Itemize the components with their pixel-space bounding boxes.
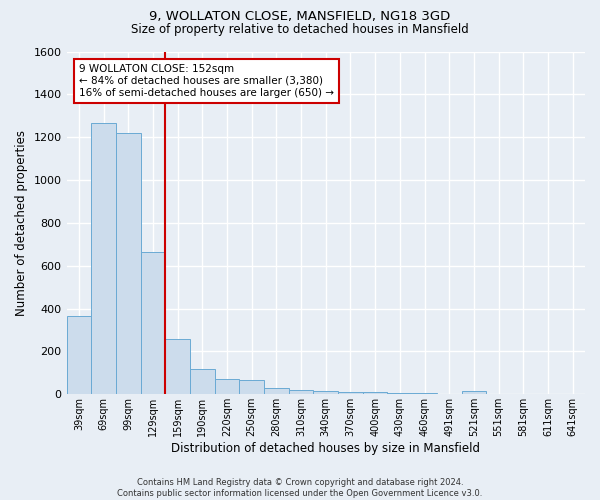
X-axis label: Distribution of detached houses by size in Mansfield: Distribution of detached houses by size … bbox=[171, 442, 480, 455]
Bar bbox=[363, 392, 388, 394]
Text: Size of property relative to detached houses in Mansfield: Size of property relative to detached ho… bbox=[131, 22, 469, 36]
Bar bbox=[313, 391, 338, 394]
Text: Contains HM Land Registry data © Crown copyright and database right 2024.
Contai: Contains HM Land Registry data © Crown c… bbox=[118, 478, 482, 498]
Bar bbox=[289, 390, 313, 394]
Bar bbox=[461, 391, 486, 394]
Bar bbox=[190, 368, 215, 394]
Bar bbox=[116, 133, 140, 394]
Bar bbox=[264, 388, 289, 394]
Bar bbox=[388, 392, 412, 394]
Bar bbox=[91, 124, 116, 394]
Text: 9 WOLLATON CLOSE: 152sqm
← 84% of detached houses are smaller (3,380)
16% of sem: 9 WOLLATON CLOSE: 152sqm ← 84% of detach… bbox=[79, 64, 334, 98]
Bar bbox=[338, 392, 363, 394]
Bar bbox=[412, 392, 437, 394]
Text: 9, WOLLATON CLOSE, MANSFIELD, NG18 3GD: 9, WOLLATON CLOSE, MANSFIELD, NG18 3GD bbox=[149, 10, 451, 23]
Bar bbox=[67, 316, 91, 394]
Bar bbox=[239, 380, 264, 394]
Y-axis label: Number of detached properties: Number of detached properties bbox=[15, 130, 28, 316]
Bar bbox=[165, 338, 190, 394]
Bar bbox=[215, 380, 239, 394]
Bar bbox=[140, 252, 165, 394]
